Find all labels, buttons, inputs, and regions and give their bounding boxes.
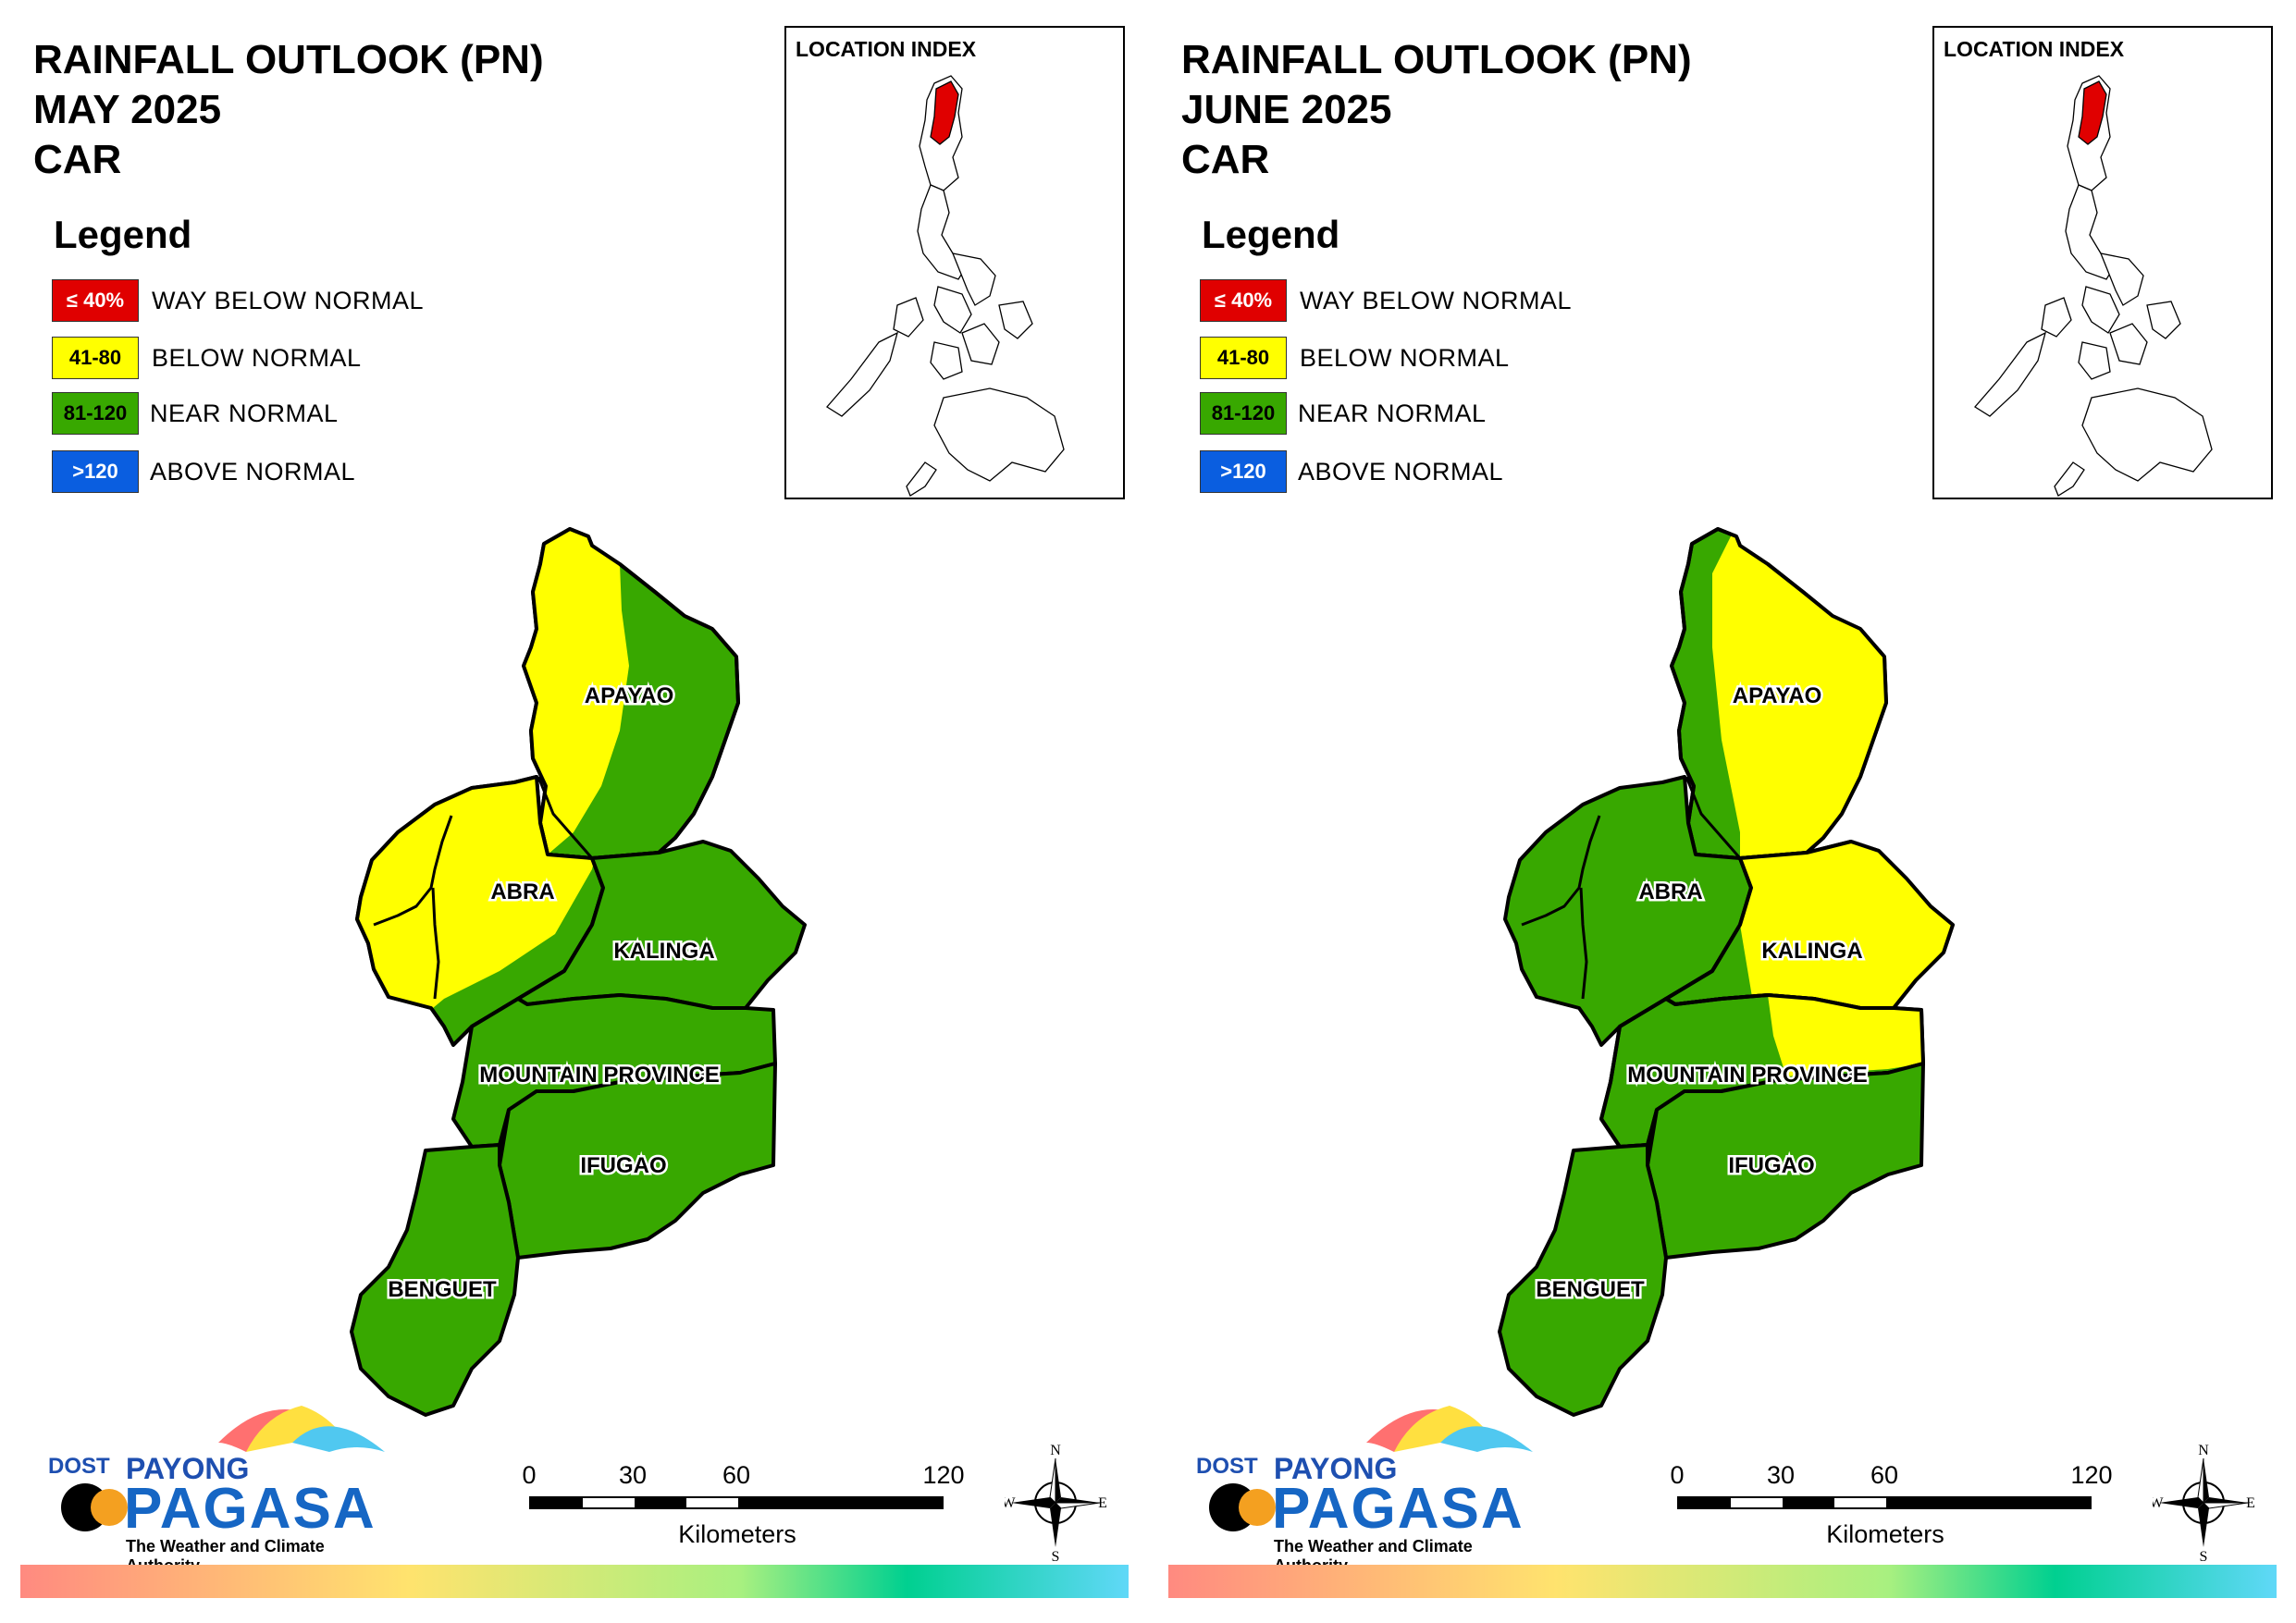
scale-ticks: 0 30 60 120 [1670, 1461, 2112, 1491]
logo-dost: DOST [1196, 1454, 1258, 1479]
label-mountain-province: MOUNTAIN PROVINCE [479, 1063, 720, 1088]
north-arrow-icon: N S E W [2153, 1443, 2254, 1563]
title-line-2: JUNE 2025 [1181, 87, 1392, 132]
title-line-3: CAR [33, 137, 122, 182]
scale-unit: Kilometers [1826, 1520, 1944, 1548]
province-benguet [350, 1143, 520, 1417]
map-title: RAINFALL OUTLOOK (PN) JUNE 2025 CAR [1181, 35, 1692, 185]
label-abra: ABRA [490, 879, 554, 904]
title-line-1: RAINFALL OUTLOOK (PN) [1181, 37, 1692, 82]
legend-item-way-below: ≤ 40% WAY BELOW NORMAL [52, 279, 424, 322]
legend-item-below: 41-80 BELOW NORMAL [52, 337, 362, 379]
label-apayao: APAYAO [1733, 683, 1822, 708]
compass-w: W [2153, 1495, 2164, 1511]
title-line-3: CAR [1181, 137, 1270, 182]
legend-item-above: >120 ABOVE NORMAL [52, 450, 355, 493]
philippines-locator-map [826, 75, 1065, 497]
legend-label: NEAR NORMAL [1298, 399, 1487, 427]
legend-label: ABOVE NORMAL [150, 457, 356, 486]
legend-title: Legend [54, 213, 192, 256]
label-kalinga: KALINGA [1761, 939, 1862, 964]
umbrella-icon [1209, 1406, 1533, 1531]
compass-n: N [1050, 1443, 1061, 1458]
location-index: LOCATION INDEX [784, 26, 1125, 499]
legend-swatch: 81-120 [1200, 392, 1287, 435]
panel-june: RAINFALL OUTLOOK (PN) JUNE 2025 CAR Lege… [1148, 0, 2296, 1623]
label-ifugao: IFUGAO [580, 1153, 666, 1178]
map-title: RAINFALL OUTLOOK (PN) MAY 2025 CAR [33, 35, 544, 185]
legend-label: NEAR NORMAL [150, 399, 339, 427]
legend-label: WAY BELOW NORMAL [1300, 286, 1573, 314]
label-benguet: BENGUET [388, 1277, 497, 1302]
legend-swatch: ≤ 40% [1200, 279, 1287, 322]
compass-s: S [2200, 1549, 2208, 1563]
logo-payong: PAYONG [1274, 1452, 1398, 1485]
legend-swatch: >120 [52, 450, 139, 493]
legend-title: Legend [1202, 213, 1340, 256]
scale-tick: 60 [722, 1461, 751, 1489]
panel-may: RAINFALL OUTLOOK (PN) MAY 2025 CAR Legen… [20, 26, 1129, 1598]
legend-label: ABOVE NORMAL [1298, 457, 1504, 486]
legend-item-below: 41-80 BELOW NORMAL [1200, 337, 1510, 379]
compass-s: S [1052, 1549, 1060, 1563]
legend-label: BELOW NORMAL [152, 343, 362, 372]
philippines-locator-map [1974, 75, 2213, 497]
location-index-title: LOCATION INDEX [1944, 37, 2125, 61]
north-arrow-icon: N S E W [1005, 1443, 1106, 1563]
legend-item-near: 81-120 NEAR NORMAL [52, 392, 339, 435]
scale-tick: 120 [922, 1461, 965, 1489]
compass-n: N [2198, 1443, 2209, 1458]
scale-bar-graphic [529, 1496, 944, 1509]
car-province-map-june: APAYAO ABRA KALINGA MOUNTAIN PROVINCE IF… [1498, 527, 1955, 1417]
scale-ticks: 0 30 60 120 [522, 1461, 964, 1491]
legend-label: WAY BELOW NORMAL [152, 286, 425, 314]
scale-tick: 0 [522, 1461, 537, 1489]
scale-unit: Kilometers [678, 1520, 796, 1548]
logo-dost: DOST [48, 1454, 110, 1479]
scale-tick: 30 [618, 1461, 648, 1489]
scale-tick: 120 [2070, 1461, 2113, 1489]
pagasa-logo: DOST PAYONG PAGASA The Weather and Clima… [33, 1387, 385, 1575]
label-mountain-province: MOUNTAIN PROVINCE [1627, 1063, 1868, 1088]
color-gradient-strip [20, 1565, 1129, 1598]
label-apayao: APAYAO [585, 683, 674, 708]
scale-tick: 60 [1870, 1461, 1899, 1489]
location-index-title: LOCATION INDEX [796, 37, 977, 61]
logo-pagasa: PAGASA [1272, 1477, 1524, 1541]
compass-w: W [1005, 1495, 1016, 1511]
compass-e: E [2246, 1495, 2254, 1511]
label-benguet: BENGUET [1536, 1277, 1645, 1302]
pagasa-logo: DOST PAYONG PAGASA The Weather and Clima… [1181, 1387, 1533, 1575]
legend-item-above: >120 ABOVE NORMAL [1200, 450, 1503, 493]
logo-payong: PAYONG [126, 1452, 250, 1485]
logo-pagasa: PAGASA [124, 1477, 376, 1541]
legend-label: BELOW NORMAL [1300, 343, 1510, 372]
legend-swatch: 41-80 [52, 337, 139, 379]
title-line-1: RAINFALL OUTLOOK (PN) [33, 37, 544, 82]
scale-tick: 0 [1670, 1461, 1685, 1489]
legend-swatch: 41-80 [1200, 337, 1287, 379]
legend-swatch: >120 [1200, 450, 1287, 493]
color-gradient-strip [1168, 1565, 2277, 1598]
location-index: LOCATION INDEX [1932, 26, 2273, 499]
legend-swatch: ≤ 40% [52, 279, 139, 322]
label-abra: ABRA [1638, 879, 1702, 904]
legend-item-near: 81-120 NEAR NORMAL [1200, 392, 1487, 435]
scale-bar: 0 30 60 120 Kilometers [1670, 1461, 2112, 1563]
label-kalinga: KALINGA [613, 939, 714, 964]
title-line-2: MAY 2025 [33, 87, 222, 132]
province-benguet [1498, 1143, 1668, 1417]
legend-item-way-below: ≤ 40% WAY BELOW NORMAL [1200, 279, 1572, 322]
scale-bar-graphic [1677, 1496, 2092, 1509]
scale-tick: 30 [1766, 1461, 1796, 1489]
car-province-map-may: APAYAO ABRA KALINGA MOUNTAIN PROVINCE IF… [350, 527, 807, 1417]
umbrella-icon [61, 1406, 385, 1531]
compass-e: E [1098, 1495, 1106, 1511]
scale-bar: 0 30 60 120 Kilometers [522, 1461, 964, 1563]
label-ifugao: IFUGAO [1728, 1153, 1814, 1178]
legend-swatch: 81-120 [52, 392, 139, 435]
